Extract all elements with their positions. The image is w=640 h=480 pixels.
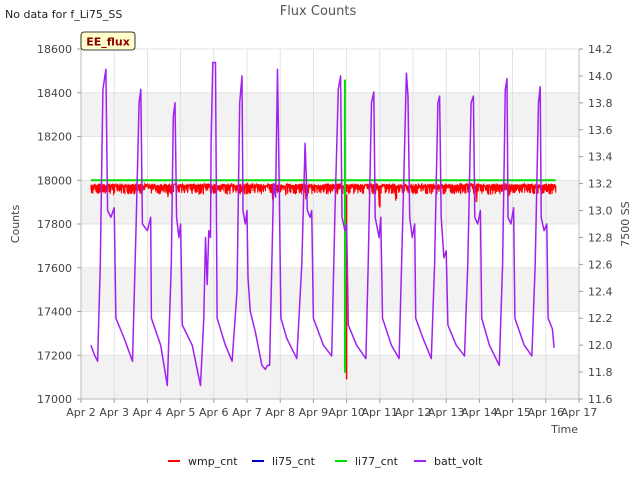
x-tick-label: Apr 6 [199,406,229,419]
x-tick-label: Apr 15 [494,406,531,419]
chart-title: Flux Counts [280,4,357,19]
y2-tick-label: 11.6 [588,393,613,406]
x-tick-label: Apr 11 [362,406,399,419]
x-tick-label: Apr 16 [528,406,565,419]
plot-band [81,49,579,93]
x-tick-label: Apr 4 [133,406,163,419]
y2-tick-label: 13.8 [588,97,613,110]
y-tick-label: 17000 [37,393,72,406]
y2-axis-label: 7500 SS [619,201,632,246]
y-axis: 17000 17200 17400 17600 17800 18000 18200 18400… [37,43,82,406]
no-data-note: No data for f_Li75_SS [5,8,122,21]
y-tick-label: 18200 [37,131,72,144]
plot-band [81,224,579,268]
y2-tick-label: 13.2 [588,178,613,191]
y2-tick-label: 11.8 [588,366,613,379]
legend-label-wmp-cnt: wmp_cnt [188,455,238,468]
y2-tick-label: 14.0 [588,70,613,83]
y-tick-label: 18400 [37,87,72,100]
legend-label-li77-cnt: li77_cnt [355,455,399,468]
plot-background [81,49,579,399]
ee-flux-badge: EE_flux [80,31,136,51]
y-tick-label: 17600 [37,262,72,275]
legend-label-batt-volt: batt_volt [434,455,483,468]
x-tick-label: Apr 13 [428,406,465,419]
x-axis: Apr 2 Apr 3 Apr 4 Apr 5 Apr 6 Apr 7 Apr 8 Apr 9… [66,398,598,419]
series-batt-volt [90,61,555,387]
x-tick-label: Apr 12 [395,406,432,419]
x-tick-label: Apr 3 [99,406,129,419]
y-tick-label: 17200 [37,349,72,362]
x-tick-label: Apr 14 [461,406,498,419]
x-tick-label: Apr 10 [328,406,365,419]
y2-tick-label: 12.0 [588,339,613,352]
plot-band [81,136,579,181]
y2-axis: 11.6 11.8 12.0 12.2 12.4 12.6 12.8 13.0 13.2 13.4… [578,43,613,406]
y2-tick-label: 12.2 [588,312,613,325]
series-wmp-cnt [90,181,557,208]
y2-tick-label: 12.8 [588,231,613,244]
y2-tick-label: 14.2 [588,43,613,56]
legend: wmp_cnt li75_cnt li77_cnt batt_volt [168,455,483,468]
y-tick-label: 17800 [37,218,72,231]
ee-flux-badge-text: EE_flux [86,36,130,49]
y2-tick-label: 12.4 [588,285,613,298]
x-tick-label: Apr 5 [166,406,196,419]
x-tick-label: Apr 17 [561,406,598,419]
x-tick-label: Apr 2 [66,406,96,419]
y2-tick-label: 13.6 [588,124,613,137]
ee-flux-badge-box [80,31,136,51]
plot-band [81,355,579,399]
y2-tick-label: 13.4 [588,151,613,164]
y2-tick-label: 13.0 [588,205,613,218]
y-axis-label: Counts [9,205,22,244]
x-tick-label: Apr 9 [299,406,329,419]
y2-tick-label: 12.6 [588,258,613,271]
y-tick-label: 18000 [37,174,72,187]
x-axis-label: Time [550,423,578,436]
y-tick-label: 17400 [37,306,72,319]
x-tick-label: Apr 7 [232,406,262,419]
plot-band [81,92,579,137]
y-tick-label: 18600 [37,43,72,56]
legend-label-li75-cnt: li75_cnt [272,455,316,468]
plot-band [81,267,579,312]
plot-band [81,311,579,356]
x-tick-label: Apr 8 [265,406,295,419]
series-layer [90,61,557,387]
